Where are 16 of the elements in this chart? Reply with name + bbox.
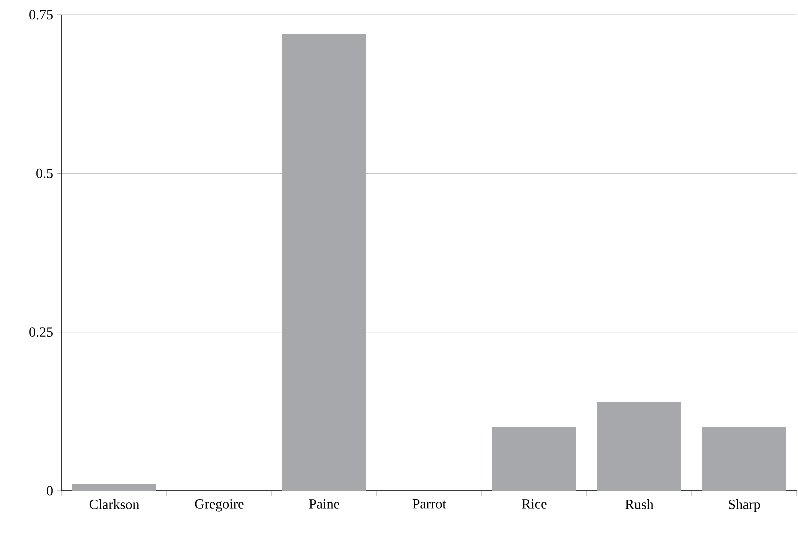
x-tick-label: Parrot bbox=[412, 500, 446, 509]
x-tick-label: Rice bbox=[522, 500, 547, 509]
bar bbox=[492, 428, 576, 491]
x-tick-label: Gregoire bbox=[195, 500, 244, 512]
y-tick-label: 0.5 bbox=[36, 168, 53, 178]
y-tick-label: 0 bbox=[47, 486, 53, 496]
bar bbox=[702, 428, 786, 491]
x-tick-label: Rush bbox=[626, 500, 654, 510]
x-tick-label: Paine bbox=[309, 500, 340, 509]
bar bbox=[72, 484, 156, 491]
bar bbox=[598, 402, 682, 491]
x-tick-label: Sharp bbox=[729, 500, 760, 512]
bar bbox=[282, 34, 366, 491]
y-tick-label: 0.75 bbox=[30, 10, 53, 20]
y-tick-label: 0.25 bbox=[30, 328, 53, 338]
x-tick-label: Clarkson bbox=[90, 500, 140, 510]
